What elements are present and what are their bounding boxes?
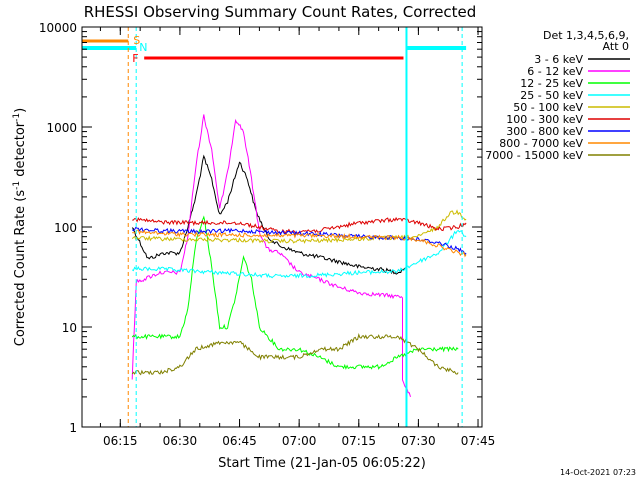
legend-label-8: 7000 - 15000 keV (485, 149, 583, 162)
x-tick-label-3: 07:00 (282, 434, 317, 448)
y-axis-label: Corrected Count Rate (s-1 detector-1) (12, 108, 28, 346)
legend-label-6: 300 - 800 keV (506, 125, 583, 138)
y-tick-label-0: 1 (69, 421, 77, 435)
y-tick-label-1: 10 (62, 321, 77, 335)
legend-label-5: 100 - 300 keV (506, 113, 583, 126)
series-line-4 (131, 209, 467, 244)
y-tick-label-4: 10000 (39, 21, 77, 35)
series-line-7 (132, 229, 467, 258)
marker-layer: SNF (82, 27, 467, 427)
legend-label-0: 3 - 6 keV (534, 53, 583, 66)
series-layer (131, 114, 467, 398)
series-line-1 (131, 114, 411, 398)
series-line-3 (131, 229, 467, 279)
saa-label: S (133, 34, 140, 47)
series-line-2 (131, 215, 459, 370)
x-tick-label-4: 07:15 (341, 434, 376, 448)
x-axis-label: Start Time (21-Jan-05 06:05:22) (218, 456, 426, 471)
x-tick-label-5: 07:30 (401, 434, 436, 448)
night-label: N (139, 41, 147, 54)
series-line-0 (131, 154, 407, 275)
legend-header-2: Att 0 (603, 40, 629, 53)
legend-label-4: 50 - 100 keV (513, 101, 583, 114)
axis-layer: 06:15 06:30 06:45 07:00 07:15 07:30 07:45 1 10 10… (39, 21, 496, 448)
y-tick-label-2: 100 (54, 221, 77, 235)
x-tick-label-0: 06:15 (103, 434, 138, 448)
x-tick-label-6: 07:45 (461, 434, 496, 448)
x-tick-label-2: 06:45 (222, 434, 257, 448)
y-tick-label-3: 1000 (46, 121, 77, 135)
chart-title: RHESSI Observing Summary Count Rates, Co… (84, 3, 477, 21)
legend-label-3: 25 - 50 keV (520, 89, 583, 102)
series-line-8 (131, 333, 459, 376)
timestamp: 14-Oct-2021 07:23 (560, 468, 636, 477)
legend-header-1: Det 1,3,4,5,6,9, (543, 29, 629, 42)
legend-label-7: 800 - 7000 keV (499, 137, 583, 150)
legend-label-2: 12 - 25 keV (520, 77, 583, 90)
flare-label: F (132, 52, 138, 65)
x-tick-label-1: 06:30 (163, 434, 198, 448)
legend-label-1: 6 - 12 keV (527, 65, 583, 78)
